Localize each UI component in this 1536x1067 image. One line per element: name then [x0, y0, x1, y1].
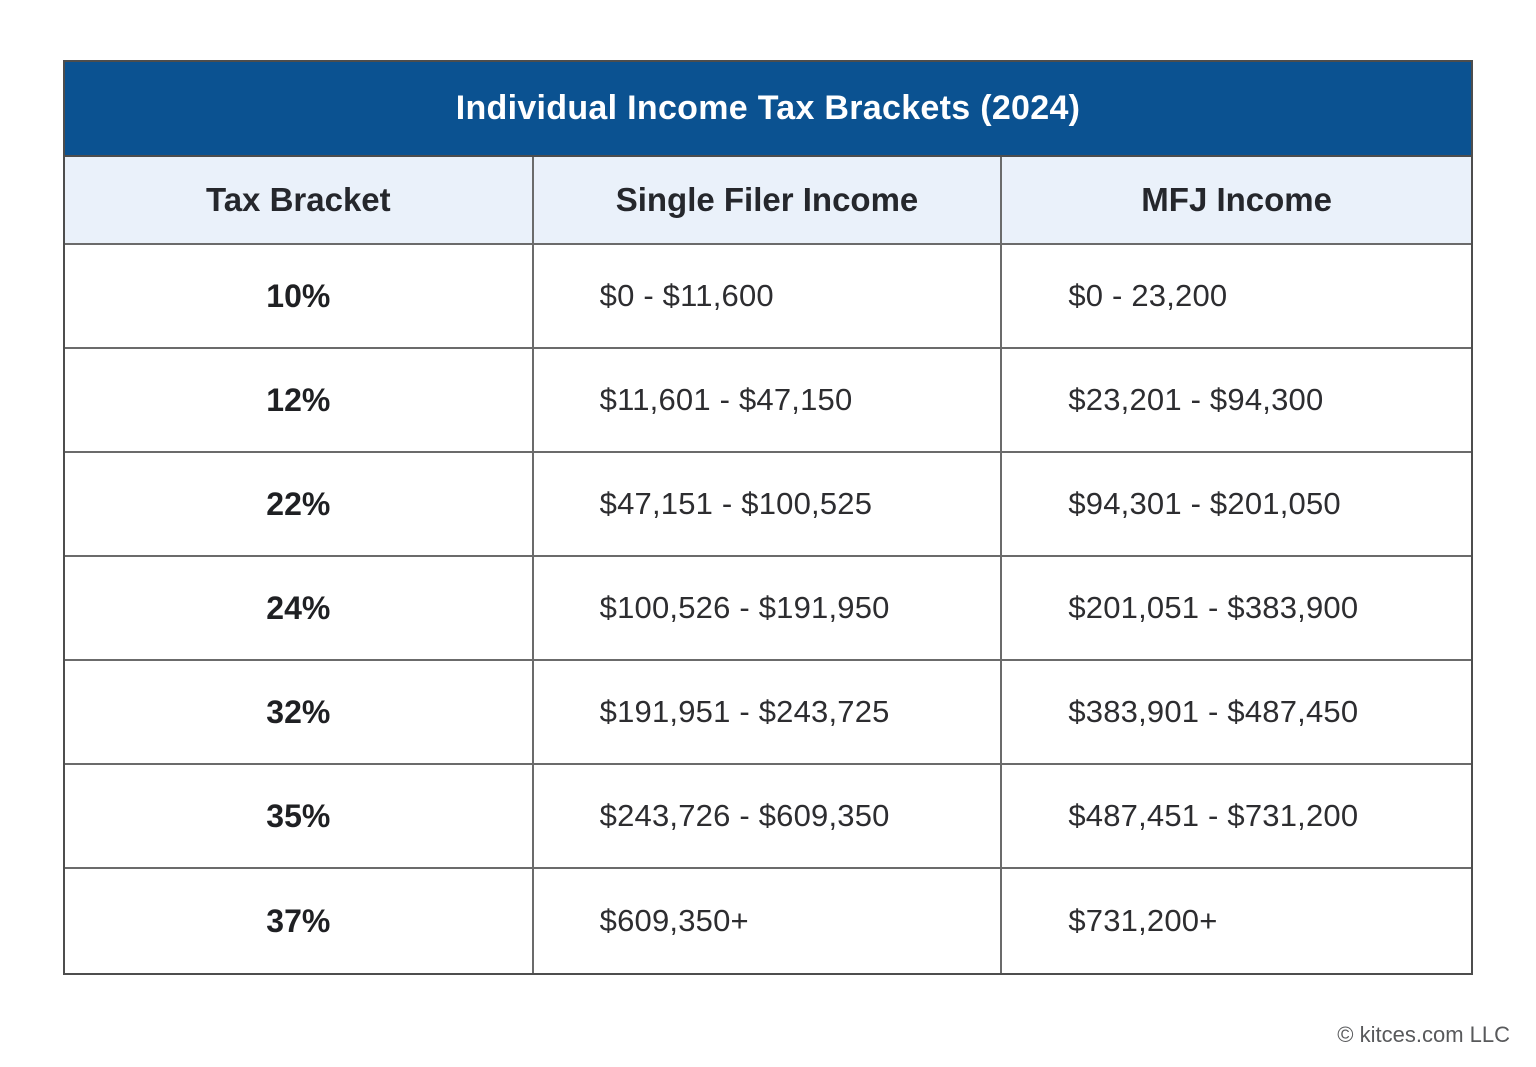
single-income-cell: $243,726 - $609,350: [534, 765, 1003, 867]
bracket-cell: 22%: [65, 453, 534, 555]
tax-brackets-table: Individual Income Tax Brackets (2024) Ta…: [63, 60, 1473, 975]
mfj-income-cell: $23,201 - $94,300: [1068, 382, 1324, 417]
table-title: Individual Income Tax Brackets (2024): [455, 89, 1081, 127]
copyright-note: © kitces.com LLC: [1337, 1022, 1510, 1047]
column-header-mfj-income: MFJ Income: [1141, 181, 1332, 218]
table-title-band: Individual Income Tax Brackets (2024): [65, 62, 1471, 157]
column-header-single-filer-income: Single Filer Income: [534, 157, 1003, 243]
table-row: 12% $11,601 - $47,150 $23,201 - $94,300: [65, 349, 1471, 453]
bracket-cell: 37%: [65, 869, 534, 973]
table-row: 32% $191,951 - $243,725 $383,901 - $487,…: [65, 661, 1471, 765]
bracket-cell: 35%: [65, 765, 534, 867]
mfj-income-cell: $731,200+: [1068, 903, 1218, 938]
mfj-income-cell: $487,451 - $731,200: [1068, 798, 1359, 833]
bracket-cell: 24%: [65, 557, 534, 659]
column-header-tax-bracket: Tax Bracket: [65, 157, 534, 243]
mfj-income-cell: $383,901 - $487,450: [1068, 694, 1359, 729]
table-row: 37% $609,350+ $731,200+: [65, 869, 1471, 973]
bracket-cell: 32%: [65, 661, 534, 763]
mfj-income-cell: $94,301 - $201,050: [1068, 486, 1341, 521]
single-income-cell: $609,350+: [534, 869, 1003, 973]
table-row: 22% $47,151 - $100,525 $94,301 - $201,05…: [65, 453, 1471, 557]
table-row: 24% $100,526 - $191,950 $201,051 - $383,…: [65, 557, 1471, 661]
mfj-income-cell: $201,051 - $383,900: [1068, 590, 1359, 625]
single-income-cell: $47,151 - $100,525: [534, 453, 1003, 555]
single-income-cell: $0 - $11,600: [534, 245, 1003, 347]
bracket-cell: 10%: [65, 245, 534, 347]
table-header-row: Tax Bracket Single Filer Income MFJ Inco…: [65, 157, 1471, 245]
single-income-cell: $191,951 - $243,725: [534, 661, 1003, 763]
table-row: 10% $0 - $11,600 $0 - 23,200: [65, 245, 1471, 349]
single-income-cell: $100,526 - $191,950: [534, 557, 1003, 659]
mfj-income-cell: $0 - 23,200: [1068, 278, 1228, 313]
single-income-cell: $11,601 - $47,150: [534, 349, 1003, 451]
bracket-cell: 12%: [65, 349, 534, 451]
table-row: 35% $243,726 - $609,350 $487,451 - $731,…: [65, 765, 1471, 869]
